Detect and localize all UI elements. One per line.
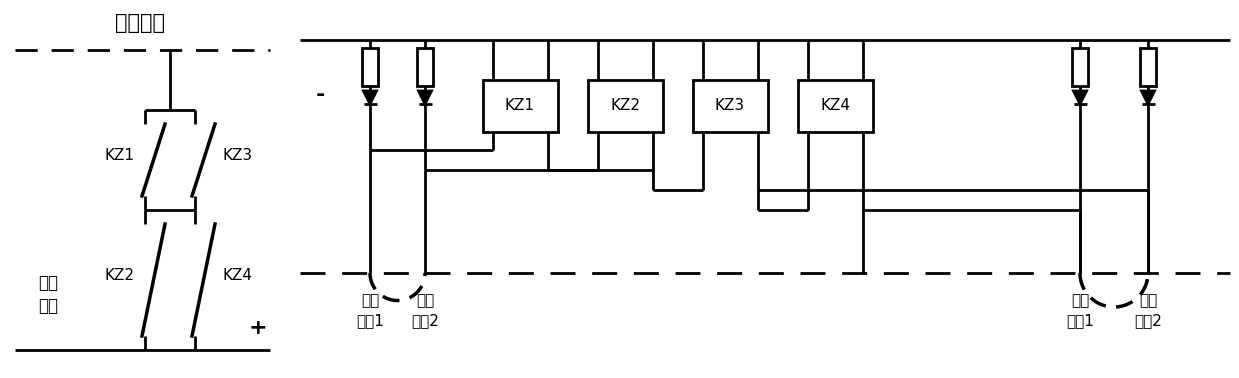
Text: KZ3: KZ3	[222, 147, 252, 163]
Bar	[1072, 48, 1088, 86]
Text: 仪器供电: 仪器供电	[115, 13, 165, 33]
Text: 供电: 供电	[38, 297, 58, 315]
Text: 控制2: 控制2	[411, 313, 439, 328]
Text: 控制1: 控制1	[1066, 313, 1094, 328]
Bar	[587, 80, 663, 132]
Bar	[362, 48, 378, 86]
Text: 控制2: 控制2	[1134, 313, 1162, 328]
Text: 飞行: 飞行	[38, 274, 58, 292]
Bar	[482, 80, 558, 132]
Polygon shape	[363, 91, 377, 104]
Bar	[798, 80, 872, 132]
Text: 接通: 接通	[361, 293, 379, 308]
Polygon shape	[1073, 91, 1087, 104]
Text: KZ2: KZ2	[610, 99, 641, 113]
Text: 控制1: 控制1	[356, 313, 384, 328]
Polygon shape	[419, 91, 431, 104]
Bar	[1140, 48, 1156, 86]
Bar	[693, 80, 767, 132]
Text: KZ1: KZ1	[105, 147, 135, 163]
Text: 接通: 接通	[416, 293, 434, 308]
Text: 断开: 断开	[1070, 293, 1089, 308]
Text: KZ3: KZ3	[715, 99, 745, 113]
Text: KZ1: KZ1	[506, 99, 535, 113]
Bar	[418, 48, 432, 86]
Text: 断开: 断开	[1139, 293, 1157, 308]
Text: -: -	[315, 85, 325, 105]
Polygon shape	[1141, 91, 1155, 104]
Text: KZ4: KZ4	[222, 268, 252, 282]
Text: KZ2: KZ2	[105, 268, 135, 282]
Text: KZ4: KZ4	[820, 99, 850, 113]
Text: +: +	[249, 318, 268, 338]
